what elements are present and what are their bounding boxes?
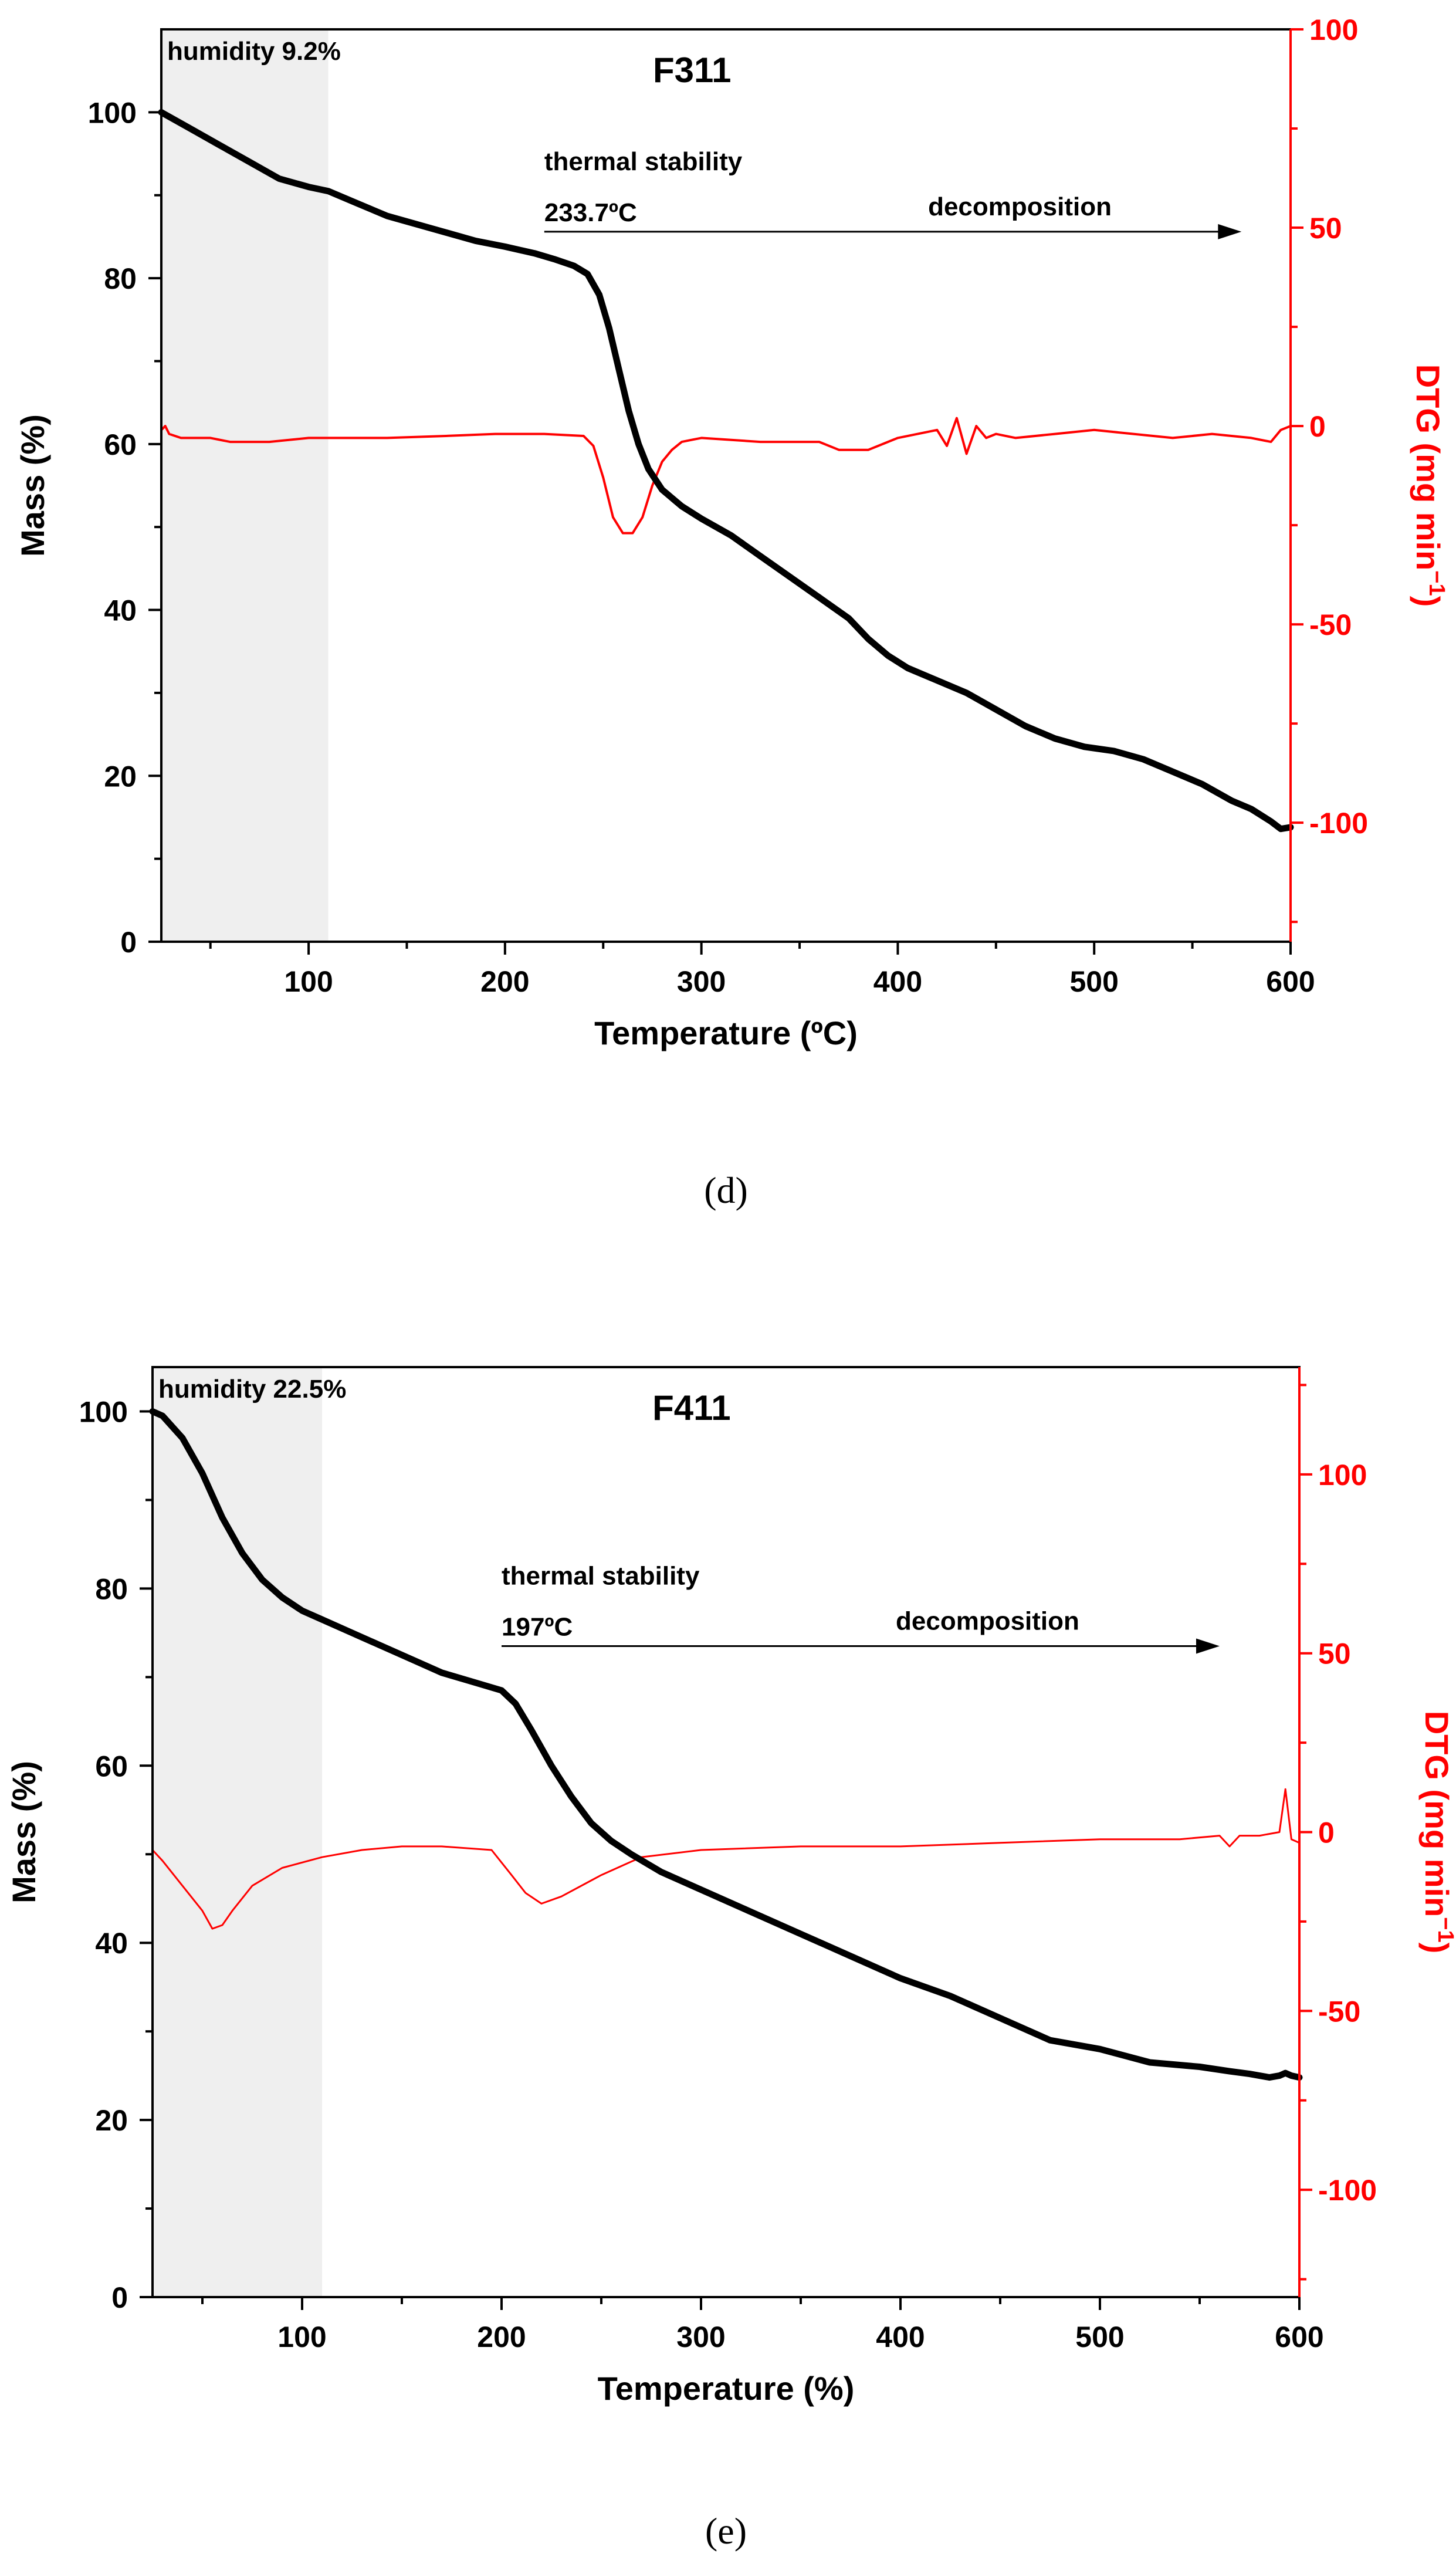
y-tick-label: 80 <box>104 262 137 295</box>
chart-panel-d: humidity 9.2% F311 thermal stability 233… <box>14 13 1449 1211</box>
x-axis-title: Temperature (ºC) <box>594 1014 858 1051</box>
panel-caption: (d) <box>704 1169 748 1211</box>
x-tick-label: 600 <box>1275 2321 1323 2353</box>
right-axis-title-main: DTG (mg min <box>1418 1711 1455 1917</box>
decomposition-label: decomposition <box>896 1607 1079 1636</box>
decomposition-label: decomposition <box>928 192 1112 221</box>
right-axis-ticks: -100 -50 0 50 100 <box>1291 13 1368 924</box>
chart-title: F311 <box>653 50 731 90</box>
x-tick-label: 600 <box>1266 965 1315 998</box>
right-axis-title: DTG (mg min−1) <box>1410 364 1449 607</box>
left-axis-title: Mass (%) <box>14 414 51 557</box>
y2-tick-label: 50 <box>1318 1638 1351 1670</box>
y-tick-label: 20 <box>104 760 137 793</box>
x-tick-label: 200 <box>480 965 529 998</box>
mass-series-line <box>149 1408 1303 2081</box>
x-tick-label: 300 <box>676 2321 725 2353</box>
y-tick-label: 80 <box>95 1572 128 1605</box>
x-axis-title: Temperature (%) <box>598 2370 855 2407</box>
right-axis-title-close: ) <box>1418 1943 1455 1954</box>
y2-tick-label: -100 <box>1309 807 1368 840</box>
x-tick-label: 100 <box>284 965 333 998</box>
x-tick-label: 400 <box>873 965 922 998</box>
x-tick-label: 200 <box>477 2321 526 2353</box>
plot-frame <box>151 1366 1301 2298</box>
y2-tick-label: 50 <box>1309 212 1342 245</box>
x-axis-ticks: 100 200 300 400 500 600 <box>201 2297 1324 2353</box>
onset-temperature-label: 233.7ºC <box>544 198 637 227</box>
y2-tick-label: 100 <box>1309 13 1358 46</box>
y2-tick-label: -50 <box>1309 608 1352 641</box>
y2-tick-label: 0 <box>1309 410 1326 443</box>
right-axis-ticks: -100 -50 0 50 100 <box>1299 1384 1377 2281</box>
thermal-stability-label: thermal stability <box>502 1562 700 1591</box>
humidity-label: humidity 9.2% <box>167 37 341 66</box>
y2-tick-label: 100 <box>1318 1459 1367 1492</box>
y-tick-label: 40 <box>104 594 137 627</box>
humidity-band <box>161 31 329 941</box>
humidity-label: humidity 22.5% <box>158 1375 346 1403</box>
y-tick-label: 40 <box>95 1927 128 1960</box>
y-tick-label: 60 <box>95 1750 128 1783</box>
x-tick-label: 400 <box>876 2321 925 2353</box>
y-tick-label: 60 <box>104 428 137 461</box>
y-tick-label: 0 <box>111 2281 128 2314</box>
panel-caption: (e) <box>705 2510 747 2552</box>
decomposition-arrow-head <box>1218 224 1242 239</box>
x-tick-label: 300 <box>677 965 726 998</box>
y-tick-label: 0 <box>120 926 137 959</box>
y2-tick-label: -50 <box>1318 1995 1360 2028</box>
x-tick-label: 500 <box>1069 965 1118 998</box>
thermal-stability-label: thermal stability <box>544 147 743 176</box>
y-tick-label: 100 <box>88 96 137 129</box>
onset-temperature-label: 197ºC <box>502 1613 573 1642</box>
right-axis-title-exponent: −1 <box>1424 570 1449 596</box>
y2-tick-label: -100 <box>1318 2174 1377 2207</box>
y-tick-label: 20 <box>95 2104 128 2137</box>
y-tick-label: 100 <box>79 1395 128 1428</box>
dtg-series-line <box>151 1788 1300 1930</box>
mass-series-line <box>158 109 1294 833</box>
left-axis-ticks: 0 20 40 60 80 100 <box>88 96 161 959</box>
x-tick-label: 100 <box>277 2321 326 2353</box>
humidity-band <box>153 1368 322 2296</box>
dtg-series-line <box>160 417 1291 535</box>
x-tick-label: 500 <box>1075 2321 1124 2353</box>
decomposition-arrow-head <box>1196 1638 1220 1654</box>
right-axis-title-main: DTG (mg min <box>1410 364 1447 571</box>
right-axis-title-exponent: −1 <box>1433 1917 1456 1942</box>
y2-tick-label: 0 <box>1318 1817 1335 1849</box>
right-axis-title-close: ) <box>1410 596 1447 607</box>
left-axis-ticks: 0 20 40 60 80 100 <box>79 1395 153 2314</box>
left-axis-title: Mass (%) <box>5 1761 42 1903</box>
chart-title: F411 <box>652 1388 730 1428</box>
chart-panel-e: humidity 22.5% F411 thermal stability 19… <box>5 1366 1456 2552</box>
right-axis-title: DTG (mg min−1) <box>1418 1711 1456 1954</box>
x-axis-ticks: 100 200 300 400 500 600 <box>209 942 1315 998</box>
